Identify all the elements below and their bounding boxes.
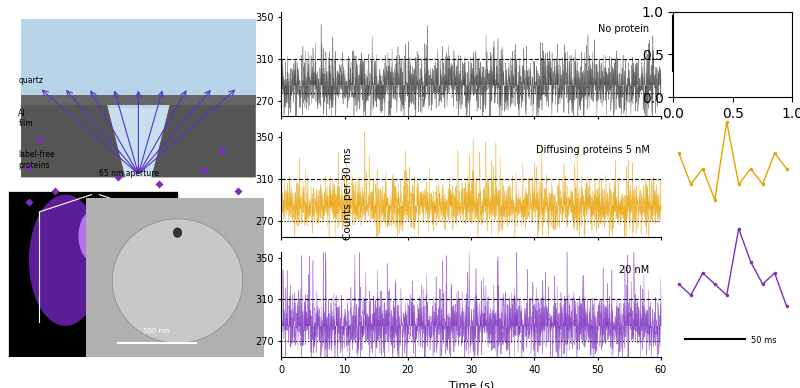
Text: Al
film: Al film <box>18 109 33 128</box>
X-axis label: Time (s): Time (s) <box>449 380 494 388</box>
Text: label-free
proteins: label-free proteins <box>18 151 55 170</box>
Polygon shape <box>21 105 126 177</box>
Text: 50 ms: 50 ms <box>750 336 776 345</box>
Text: No protein: No protein <box>598 24 650 34</box>
Text: 500 nm: 500 nm <box>143 328 170 334</box>
Polygon shape <box>21 95 256 105</box>
Ellipse shape <box>29 195 102 326</box>
Text: quartz: quartz <box>18 76 43 85</box>
Text: Counts per 30 ms: Counts per 30 ms <box>343 148 353 240</box>
Text: 20 nM: 20 nM <box>619 265 650 275</box>
Ellipse shape <box>173 227 182 238</box>
Ellipse shape <box>78 210 110 262</box>
Polygon shape <box>151 105 256 177</box>
Polygon shape <box>21 19 256 108</box>
Ellipse shape <box>112 219 242 343</box>
Text: Diffusing proteins 5 nM: Diffusing proteins 5 nM <box>535 145 650 154</box>
Polygon shape <box>8 191 178 357</box>
Polygon shape <box>86 198 263 357</box>
Text: 20 counts: 20 counts <box>679 24 721 33</box>
Polygon shape <box>21 108 256 177</box>
Text: 65 nm aperture: 65 nm aperture <box>99 170 159 178</box>
Text: in 15 ms: in 15 ms <box>679 50 715 59</box>
